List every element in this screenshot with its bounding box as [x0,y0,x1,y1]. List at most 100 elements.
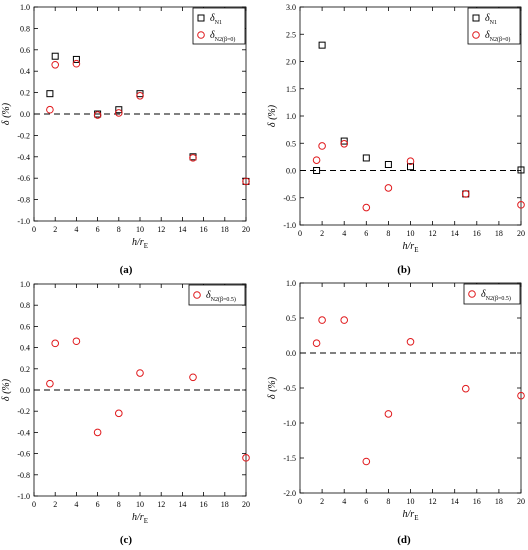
data-point-circle [189,154,197,162]
y-tick-label: -0.6 [17,174,30,183]
plot-frame [299,282,522,494]
x-tick-label: 14 [451,497,459,506]
chart-panel-2: 0 2 4 6 8 10 12 14 16 18 20 -1.0 -0.8 -0.6 -0.4 -0.2 0.0… [1,280,250,546]
x-tick-label: 4 [342,229,346,238]
data-point-circle [406,338,415,346]
x-tick-label: 14 [451,229,459,238]
legend-marker-circle [472,31,480,39]
y-tick-label: 1.0 [286,112,296,121]
x-tick-label: 10 [136,500,144,509]
legend-box [463,283,521,305]
x-axis-label-main: h/r [403,241,415,252]
x-tick-label: 6 [364,497,368,506]
y-tick-label: -1.0 [283,221,296,230]
y-tick-label: 2.5 [286,30,296,39]
data-point-circle [46,105,54,114]
x-tick-label: 6 [364,229,368,238]
legend-label-main: δ [210,13,215,24]
legend-label-sub: N2(β=0) [490,36,511,43]
legend-marker-square [197,14,205,22]
x-tick-label: 2 [53,500,57,509]
data-point-square [340,137,348,145]
data-point-circle [362,457,371,466]
chart-panel-0: 0 2 4 6 8 10 12 14 16 18 20 -1.0 -0.8 -0.6 -0.4 -0.2 0.0… [1,3,250,276]
y-axis-label: δ (%) [267,376,278,399]
x-tick-label: 20 [517,229,525,238]
legend-label-main: δ [485,30,490,41]
y-tick-label: -0.4 [17,428,30,437]
legend-label-main: δ [481,289,486,300]
x-tick-label: 16 [473,497,481,506]
data-point-circle [312,339,321,348]
data-point-circle [340,139,349,148]
data-point-circle [93,111,102,119]
y-tick-label: -0.5 [283,194,296,203]
x-axis-label: h/rE [403,241,419,254]
x-tick-label: 0 [298,229,302,238]
y-tick-label: 2.0 [286,58,296,67]
data-point-square [72,55,80,63]
y-tick-label: -0.2 [17,131,30,140]
x-tick-label: 10 [407,229,415,238]
data-point-square [115,106,123,114]
x-tick-label: 6 [96,225,100,234]
data-point-circle [517,391,525,400]
y-tick-label: 0.2 [20,365,30,374]
y-axis-label: δ (%) [267,104,278,127]
legend-label: δN2(β=0.5) [481,289,511,302]
legend-label-main: δ [206,290,211,301]
x-tick-label: 12 [429,229,437,238]
x-tick-label: 8 [386,229,390,238]
x-tick-label: 20 [517,497,525,506]
x-tick-label: 16 [200,500,208,509]
data-point-circle [51,339,60,348]
data-point-circle [406,157,415,166]
x-axis-label-sub: E [144,517,148,525]
data-point-circle [136,92,144,100]
y-tick-label: 1.0 [20,3,30,12]
x-tick-label: 16 [473,229,481,238]
data-point-circle [115,109,123,117]
x-tick-label: 8 [386,497,390,506]
y-tick-label: 0.4 [20,344,30,353]
x-tick-label: 4 [74,500,78,509]
y-tick-label: -0.4 [17,153,30,162]
legend-label: δN2(β=0.5) [206,290,236,303]
y-tick-label: -0.8 [17,196,30,205]
chart-panel-1: 0 2 4 6 8 10 12 14 16 18 20 -1.0 -0.5 0.0 0.5 1.0 1.5 2.0… [267,3,525,276]
x-axis-label-sub: E [414,246,418,254]
y-tick-label: -1.0 [17,217,30,226]
x-tick-label: 20 [242,225,250,234]
legend-label: δN2(β=0) [485,30,510,43]
panel-caption: (c) [120,534,133,546]
data-point-circle [384,410,393,418]
data-point-square [318,41,326,49]
legend-label: δN1 [485,13,497,26]
x-tick-label: 12 [429,497,437,506]
x-axis-label: h/rE [403,509,419,522]
data-point-circle [46,379,54,388]
panel-caption: (d) [397,534,411,546]
x-tick-label: 16 [200,225,208,234]
x-axis-label-sub: E [144,242,148,250]
data-point-circle [136,369,144,377]
data-point-square [313,167,321,174]
data-point-circle [93,428,102,437]
y-tick-label: 0.5 [286,314,296,323]
x-axis-label-main: h/r [403,509,415,520]
data-point-circle [242,454,250,462]
y-tick-label: -1.5 [283,454,296,463]
y-tick-label: 1.0 [20,280,30,289]
y-tick-label: 0.2 [20,89,30,98]
legend-label-sub: N2(β=0.5) [211,296,236,303]
y-tick-label: 0.8 [20,301,30,310]
x-axis-label-main: h/r [132,237,144,248]
x-tick-label: 14 [178,225,186,234]
x-tick-label: 14 [178,500,186,509]
y-axis-label: δ (%) [1,378,12,401]
data-point-circle [51,60,60,69]
legend-marker-circle [193,291,201,299]
data-point-square [407,163,414,171]
y-tick-label: -1.0 [17,492,30,501]
x-tick-label: 0 [32,500,36,509]
